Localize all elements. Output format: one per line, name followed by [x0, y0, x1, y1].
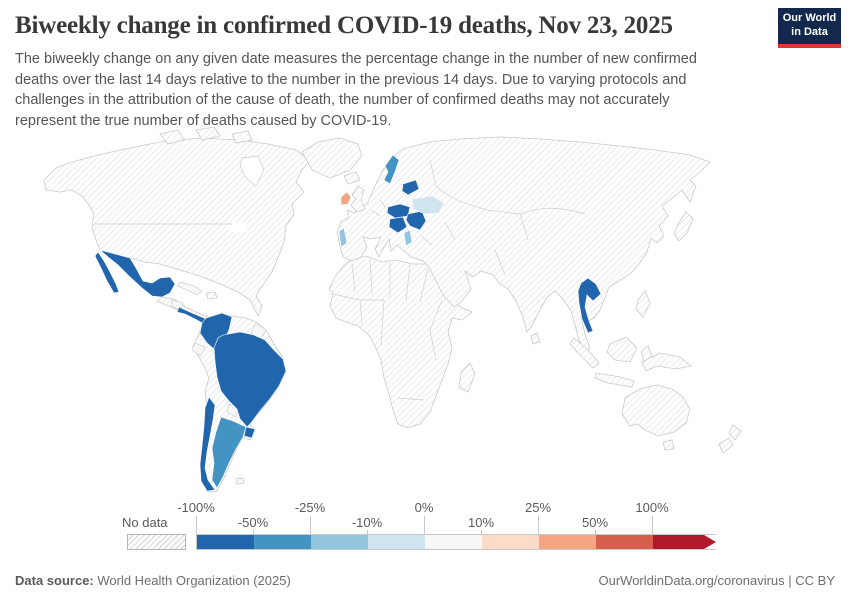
owid-link[interactable]: OurWorldinData.org/coronavirus | CC BY — [598, 573, 835, 588]
landmass-north-america[interactable] — [43, 137, 311, 317]
map-legend: No data -100% -50% -25% -10% 0% 10% 25% 50% 100% — [0, 500, 850, 552]
landmass-new-guinea[interactable] — [641, 352, 692, 372]
owid-logo[interactable]: Our World in Data — [778, 8, 841, 48]
country-portugal[interactable] — [338, 227, 348, 248]
legend-tick-mark — [424, 516, 425, 534]
legend-bin-6 — [539, 535, 596, 549]
legend-tick-label: -50% — [213, 515, 293, 530]
country-borders — [94, 159, 586, 401]
legend-tick-label: -100% — [156, 500, 236, 515]
landmass-australia[interactable] — [621, 384, 691, 451]
legend-tick-mark — [310, 516, 311, 534]
legend-ticks: -100% -50% -25% -10% 0% 10% 25% 50% 100% — [177, 500, 726, 534]
legend-bin-0 — [197, 535, 254, 549]
legend-tick-label-text: 0% — [414, 500, 434, 515]
legend-tick-label: 50% — [555, 515, 635, 530]
legend-tick-label: -25% — [270, 500, 350, 515]
landmass-japan[interactable] — [673, 211, 694, 242]
legend-bin-3 — [368, 535, 425, 549]
legend-tick-label: 10% — [441, 515, 521, 530]
country-mexico[interactable] — [94, 249, 176, 298]
data-source-label: Data source: — [15, 573, 94, 588]
owid-logo-line1: Our World — [782, 12, 837, 25]
legend-bin-8 — [653, 535, 716, 549]
legend-tick-label-text: -100% — [177, 500, 215, 515]
country-uruguay[interactable] — [243, 426, 256, 439]
no-data-label: No data — [122, 515, 168, 530]
hudson-bay — [239, 155, 265, 187]
landmass-uk[interactable] — [350, 185, 366, 213]
country-sweden[interactable] — [383, 154, 400, 185]
legend-tick-mark — [652, 516, 653, 534]
landmass-new-zealand[interactable] — [718, 424, 742, 454]
country-ukraine[interactable] — [411, 195, 445, 215]
country-ireland[interactable] — [340, 191, 352, 206]
landmass-philippines[interactable] — [635, 290, 651, 318]
legend-tick-label-text: 10% — [464, 515, 498, 530]
legend-tick-mark — [538, 516, 539, 534]
legend-bin-5 — [482, 535, 539, 549]
legend-bin-4 — [425, 535, 482, 549]
landmass-arctic-islands[interactable] — [159, 126, 253, 145]
legend-tick-label: -10% — [327, 515, 407, 530]
data-source: Data source: World Health Organization (… — [15, 573, 291, 588]
legend-tick-label: 0% — [384, 500, 464, 515]
legend-bin-2 — [311, 535, 368, 549]
page-title: Biweekly change in confirmed COVID-19 de… — [15, 12, 673, 39]
legend-tick-mark — [196, 516, 197, 534]
landmass-hispaniola[interactable] — [205, 291, 218, 300]
landmass-iceland[interactable] — [343, 171, 361, 185]
landmass-greenland[interactable] — [301, 137, 363, 179]
legend-tick-label-text: -10% — [348, 515, 386, 530]
legend-tick-label: 100% — [612, 500, 692, 515]
country-baltics[interactable] — [401, 179, 420, 196]
country-balkans[interactable] — [388, 216, 408, 234]
no-data-swatch[interactable] — [127, 534, 186, 550]
owid-logo-line2: in Data — [791, 26, 828, 38]
data-source-value: World Health Organization (2025) — [93, 573, 291, 588]
legend-tick-label: 25% — [498, 500, 578, 515]
landmass-falklands[interactable] — [235, 477, 245, 485]
legend-bin-7 — [596, 535, 653, 549]
legend-tick-label-text: 100% — [635, 500, 669, 515]
country-ecuador[interactable] — [191, 342, 206, 357]
country-greece[interactable] — [403, 229, 413, 247]
landmass-sri-lanka[interactable] — [530, 332, 541, 345]
legend-tick-label-text: -50% — [234, 515, 272, 530]
country-thailand[interactable] — [577, 277, 602, 334]
legend-bin-1 — [254, 535, 311, 549]
legend-bar[interactable] — [196, 534, 716, 550]
country-cuba[interactable] — [176, 281, 203, 296]
country-brazil[interactable] — [213, 331, 287, 428]
landmass-indonesia[interactable] — [569, 336, 653, 388]
legend-tick-label-text: 25% — [524, 500, 552, 515]
great-lakes — [226, 222, 250, 232]
chart-footer: Data source: World Health Organization (… — [0, 573, 850, 588]
chart-subtitle: The biweekly change on any given date me… — [15, 51, 697, 129]
country-chile[interactable] — [199, 396, 216, 492]
legend-tick-label-text: -25% — [294, 500, 326, 515]
landmass-madagascar[interactable] — [458, 362, 476, 393]
legend-tick-label-text: 50% — [578, 515, 612, 530]
